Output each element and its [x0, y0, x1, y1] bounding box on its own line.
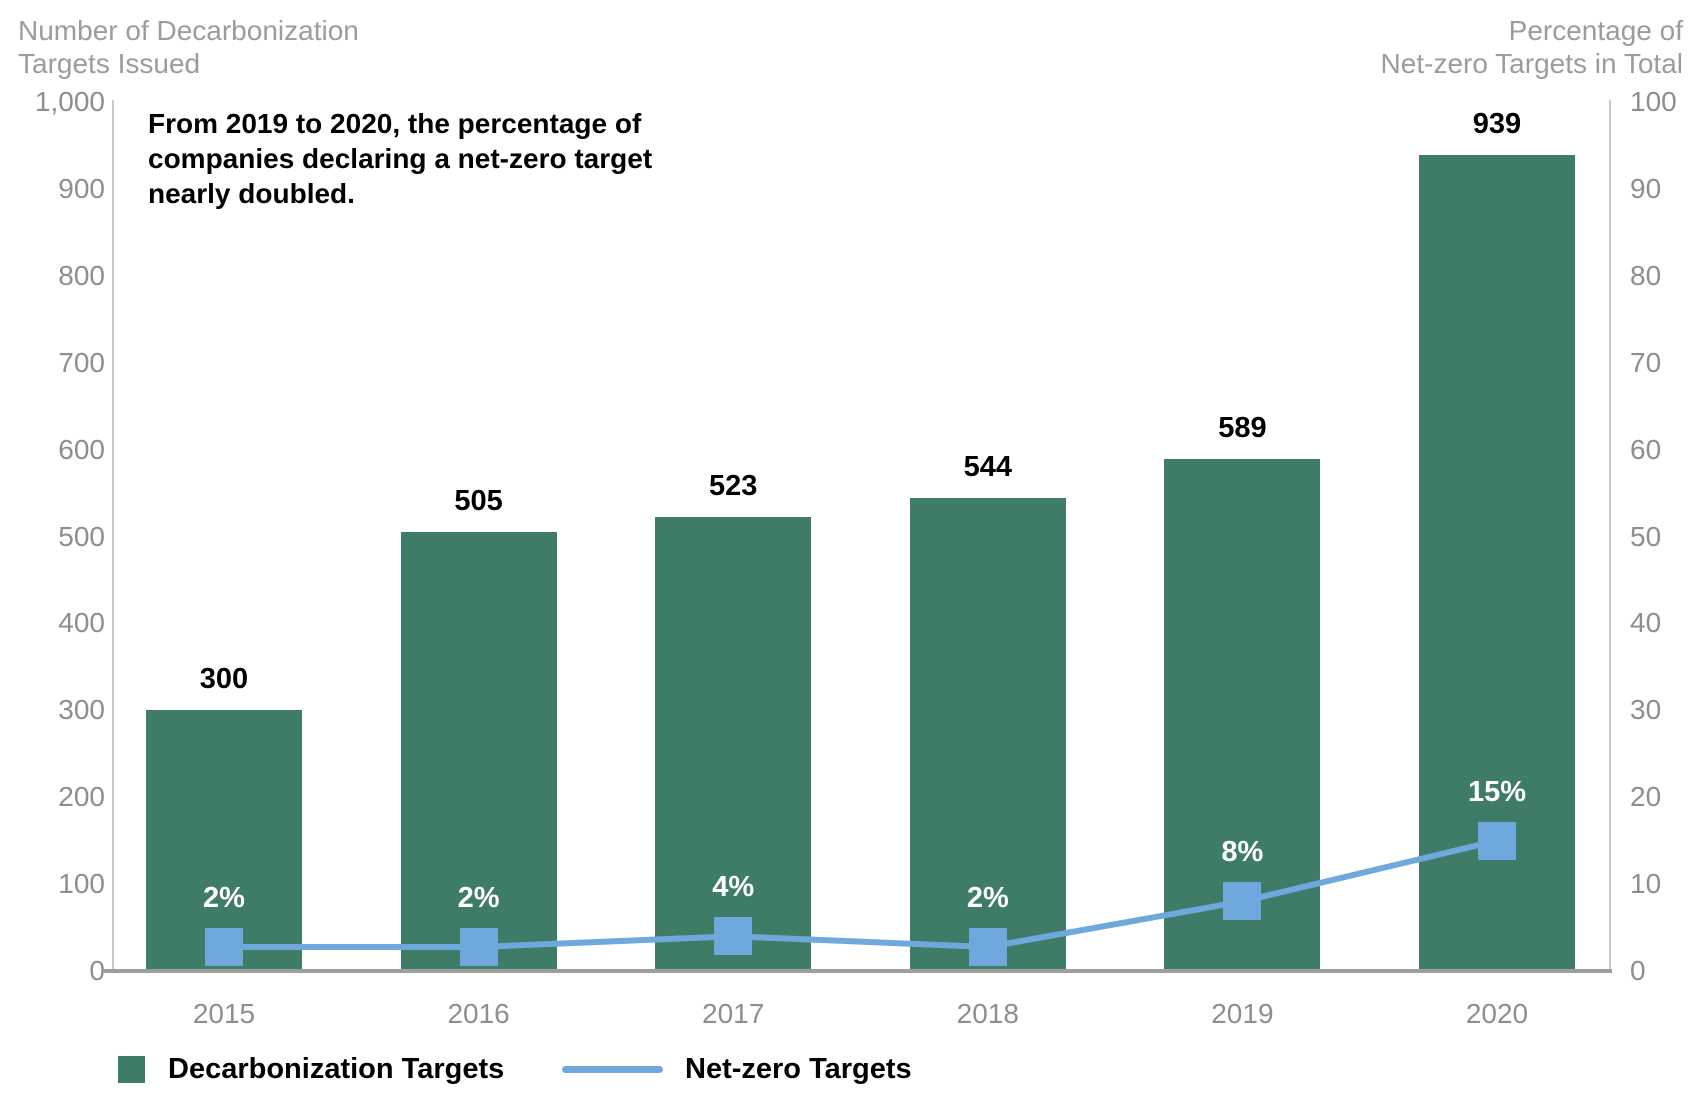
x-axis-baseline [104, 969, 1612, 973]
bar-value-label: 523 [708, 469, 758, 502]
percent-label: 4% [712, 871, 755, 904]
right-axis-tick-label: 40 [1630, 607, 1662, 639]
legend-swatch-decarbonization-targets [118, 1056, 145, 1083]
x-axis-label-2017: 2017 [702, 998, 765, 1029]
right-axis-title-line1: Percentage of [1508, 15, 1683, 46]
right-axis-tick-label: 60 [1630, 433, 1662, 465]
bar-value-label: 589 [1218, 412, 1267, 445]
right-axis-tick-label: 20 [1630, 781, 1662, 813]
left-axis-tick-label: 600 [58, 433, 105, 465]
bar-2016 [400, 532, 557, 971]
left-axis-tick-label: 300 [58, 694, 105, 726]
left-axis-title: Number of Decarbonization Targets Issued [18, 14, 359, 80]
annotation-line1: From 2019 to 2020, the percentage of [148, 108, 642, 139]
left-axis-title-line2: Targets Issued [18, 48, 201, 79]
percent-label: 15% [1467, 775, 1527, 808]
left-axis-tick-label: 1,000 [34, 86, 105, 117]
bar-value-label: 300 [199, 663, 249, 696]
percent-label: 2% [457, 882, 500, 914]
right-axis-tick-label: 100 [1630, 86, 1677, 117]
line-marker-2020 [1478, 821, 1516, 860]
annotation-line2: companies declaring a net-zero target [148, 143, 653, 174]
right-axis-tick-label: 90 [1630, 172, 1662, 204]
x-axis-label-2015: 2015 [192, 998, 256, 1029]
left-axis-tick-label: 500 [58, 520, 105, 552]
legend-swatch-netzero-line [562, 1066, 663, 1073]
line-marker-2018 [968, 928, 1007, 966]
left-axis-tick-label: 0 [89, 955, 105, 986]
percent-label: 2% [203, 882, 245, 914]
percent-label: 8% [1221, 836, 1264, 869]
right-axis-tick-label: 70 [1630, 346, 1662, 378]
annotation-line3: nearly doubled. [148, 178, 355, 209]
left-axis-line [112, 100, 114, 971]
line-marker-2019 [1223, 882, 1262, 921]
right-axis-tick-label: 80 [1630, 259, 1662, 291]
line-marker-2016 [459, 928, 498, 966]
left-axis-tick-label: 700 [58, 346, 105, 378]
x-axis-label-2020: 2020 [1465, 998, 1529, 1029]
bar-value-label: 939 [1472, 108, 1522, 140]
x-axis-label-2016: 2016 [447, 998, 510, 1029]
right-axis-tick-label: 10 [1630, 868, 1662, 900]
right-axis-title-line2: Net-zero Targets in Total [1380, 48, 1683, 79]
left-axis-title-line1: Number of Decarbonization [18, 15, 359, 46]
x-axis-label-2018: 2018 [956, 998, 1019, 1029]
left-axis-tick-label: 900 [58, 172, 105, 204]
left-axis-tick-label: 200 [58, 781, 105, 813]
legend-label-netzero-targets: Net-zero Targets [685, 1053, 912, 1085]
bar-value-label: 505 [454, 485, 503, 518]
right-axis-line [1609, 100, 1611, 971]
percent-label: 2% [966, 882, 1009, 914]
line-marker-2015 [205, 928, 243, 966]
line-marker-2017 [714, 917, 753, 956]
bar-2015 [146, 710, 302, 971]
legend-label-decarbonization-targets: Decarbonization Targets [168, 1053, 505, 1085]
x-axis-label-2019: 2019 [1211, 998, 1274, 1029]
bar-2017 [655, 516, 812, 971]
chart-annotation: From 2019 to 2020, the percentage of com… [148, 106, 652, 211]
left-axis-tick-label: 800 [58, 259, 105, 291]
right-axis-tick-label: 50 [1630, 520, 1662, 552]
right-axis-tick-label: 30 [1630, 694, 1662, 726]
bar-value-label: 544 [963, 451, 1012, 484]
left-axis-tick-label: 400 [58, 607, 105, 639]
left-axis-tick-label: 100 [58, 868, 105, 900]
right-axis-title: Percentage of Net-zero Targets in Total [1381, 14, 1683, 80]
bar-2018 [909, 498, 1066, 971]
right-axis-tick-label: 0 [1630, 955, 1646, 986]
